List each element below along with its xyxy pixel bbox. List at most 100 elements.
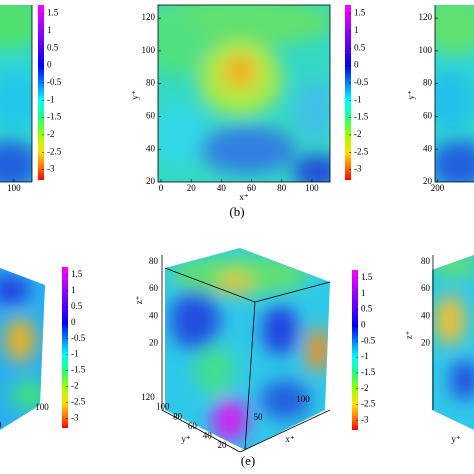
colorbar-tick-label: 1.5 — [361, 272, 373, 282]
colorbar-tick-label: -2.5 — [47, 146, 62, 156]
colorbar-tick-label: -1.5 — [47, 112, 62, 122]
colorbar-tick-label: -2 — [361, 383, 369, 393]
colorbar-tick-label: -1.5 — [361, 367, 376, 377]
colorbar-tick-label: -3 — [354, 164, 362, 174]
z-tick-label: 80 — [421, 256, 431, 266]
colorbar-tick-label: 1.5 — [354, 8, 366, 18]
colorbar-tick-label: -2.5 — [361, 399, 376, 409]
colorbar-tick-label: 0 — [71, 317, 76, 327]
colorbar-tick-label: 1.5 — [71, 269, 83, 279]
z-axis-label: z⁺ — [404, 330, 414, 339]
x-axis-label: x⁺ — [239, 192, 249, 202]
heatmap — [158, 5, 330, 182]
colorbar-tick-label: 1 — [361, 288, 366, 298]
y-tick-label: 20 — [423, 176, 433, 186]
y-axis-label: y⁺ — [130, 90, 140, 100]
y-axis-label: y⁺ — [181, 434, 191, 444]
y-tick-label: 100 — [156, 402, 170, 412]
colorbar-tick-label: -1 — [47, 94, 55, 104]
colorbar-tick-label: -2 — [354, 129, 362, 139]
colorbar-tick-label: 1.5 — [47, 8, 59, 18]
colorbar-tick-label: 0 — [354, 60, 359, 70]
colorbar-tick-label: 0.5 — [354, 42, 366, 52]
x-tick-label: 100 — [35, 402, 49, 412]
x-tick-label: 80 — [277, 183, 287, 193]
colorbar-tick-label: 0.5 — [47, 42, 59, 52]
x-tick-label: 100 — [7, 183, 21, 193]
y-tick-label: 120 — [419, 12, 433, 22]
heatmap — [435, 5, 474, 182]
z-axis-label: z⁺ — [134, 295, 144, 304]
plot-frame — [157, 4, 331, 183]
axis-line — [161, 409, 241, 453]
colorbar-tick-label: 0.5 — [361, 304, 373, 314]
colorbar-tick-label: -1 — [361, 351, 369, 361]
caption: (e) — [241, 453, 255, 468]
y-axis-label: y⁺ — [451, 434, 461, 444]
x-tick-label: 50 — [0, 420, 2, 430]
cube-edge — [254, 281, 331, 303]
x-tick-label: 200 — [431, 183, 445, 193]
z-tick-label: 20 — [421, 338, 431, 348]
x-tick-label: 40 — [217, 183, 227, 193]
colorbar-tick-label: -0.5 — [354, 77, 369, 87]
colorbar-tick-label: 0.5 — [71, 301, 83, 311]
y-tick-label: 120 — [142, 12, 156, 22]
y-tick-label: 60 — [146, 111, 156, 121]
colorbar — [352, 270, 358, 430]
colorbar-tick-label: 0 — [361, 320, 366, 330]
x-tick-label: 60 — [247, 183, 257, 193]
colorbar-tick-label: -2 — [71, 381, 79, 391]
z-tick-label: 60 — [149, 283, 159, 293]
colorbar-tick-label: 1 — [354, 25, 359, 35]
colorbar-tick-label: -1.5 — [354, 112, 369, 122]
z-tick-label: 40 — [149, 310, 159, 320]
colorbar — [38, 5, 44, 180]
x-tick-label: 20 — [187, 183, 197, 193]
heatmap-cube — [432, 255, 474, 430]
z-tick-label: 40 — [421, 310, 431, 320]
y-tick-label: 20 — [218, 440, 228, 450]
x-tick-label: 50 — [254, 412, 264, 422]
colorbar-tick-label: -3 — [361, 415, 369, 425]
colorbar-tick-label: -3 — [47, 164, 55, 174]
colorbar-tick-label: 1 — [47, 25, 52, 35]
x-axis-label: x⁺ — [285, 434, 295, 444]
y-tick-label: 100 — [419, 45, 433, 55]
z-tick-label: 80 — [149, 256, 159, 266]
colorbar-tick-label: -1.5 — [71, 365, 86, 375]
colorbar-tick-label: 1 — [71, 285, 76, 295]
y-axis-label: y⁺ — [406, 90, 416, 100]
colorbar-tick-label: -2.5 — [71, 397, 86, 407]
y-tick-label: 60 — [188, 421, 198, 431]
y-tick-label: 40 — [203, 430, 213, 440]
colorbar-tick-label: -0.5 — [71, 333, 86, 343]
colorbar — [345, 5, 351, 180]
y-tick-label: 80 — [423, 78, 433, 88]
colorbar-tick-label: -2.5 — [354, 146, 369, 156]
y-tick-label: 80 — [173, 411, 183, 421]
y-tick-label: 40 — [146, 143, 156, 153]
colorbar-tick-label: -0.5 — [47, 77, 62, 87]
heatmap-cube — [0, 268, 45, 430]
y-tick-label: 80 — [146, 78, 156, 88]
colorbar-tick-label: -1 — [71, 349, 79, 359]
y-tick-label: 60 — [423, 111, 433, 121]
y-tick-label: 120 — [141, 392, 155, 402]
colorbar-tick-label: -1 — [354, 94, 362, 104]
y-tick-label: 20 — [146, 176, 156, 186]
heatmap — [0, 5, 32, 182]
axis-line — [239, 409, 331, 453]
caption: (b) — [229, 204, 244, 219]
colorbar-tick-label: 0 — [47, 60, 52, 70]
x-tick-label: 100 — [296, 394, 310, 404]
y-tick-label: 40 — [423, 143, 433, 153]
colorbar-tick-label: -0.5 — [361, 335, 376, 345]
z-tick-label: 60 — [421, 283, 431, 293]
colorbar — [62, 267, 68, 428]
colorbar-tick-label: -3 — [71, 412, 79, 422]
colorbar-tick-label: -2 — [47, 129, 55, 139]
x-tick-label: 0 — [159, 183, 164, 193]
x-tick-label: 100 — [305, 183, 319, 193]
